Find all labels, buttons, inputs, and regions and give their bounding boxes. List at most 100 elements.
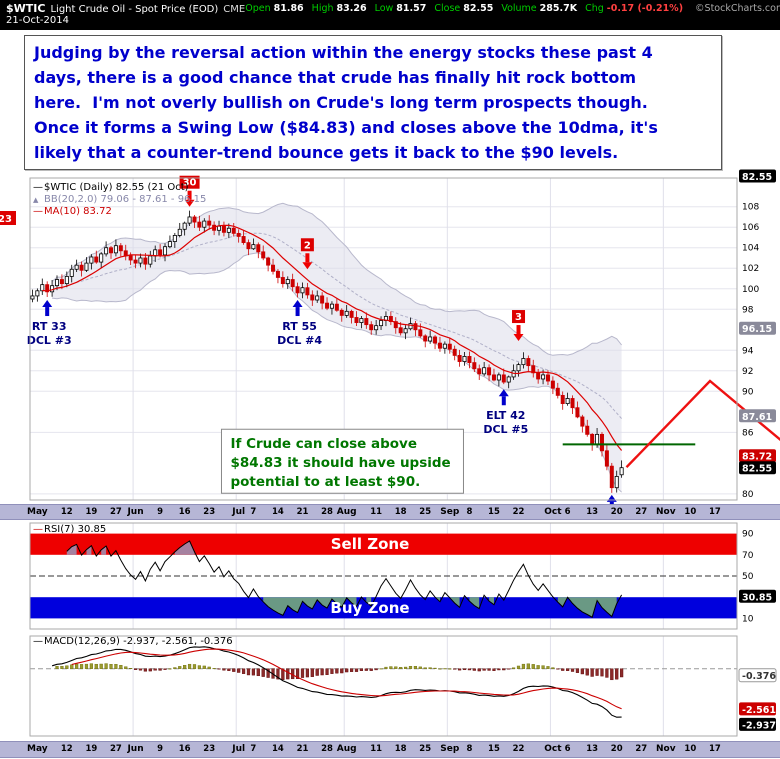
x-axis-label: 15	[488, 744, 500, 754]
macd-legend-text: MACD(12,26,9) -2.937, -2.561, -0.376	[44, 636, 233, 647]
quote-item: Close 82.55	[434, 3, 493, 14]
cycle-label: DCL #4	[277, 334, 322, 347]
cycle-label: DCL #5	[483, 423, 528, 436]
x-axis-label: 23	[203, 507, 216, 517]
legend-icon: ▲	[33, 196, 39, 204]
macd-chart: — MACD(12,26,9) -2.937, -2.561, -0.376 -0.…	[29, 635, 777, 737]
x-axis-label: 12	[60, 507, 73, 517]
x-axis-label: 21	[296, 507, 309, 517]
copyright-label: ©StockCharts.com	[695, 3, 780, 14]
quote-value: 285.7K	[539, 3, 578, 14]
commentary-line: Once it forms a Swing Low ($84.83) and c…	[34, 118, 658, 137]
quote-label: Open	[245, 3, 271, 14]
x-axis-label: 19	[85, 744, 98, 754]
y-axis-price-box: 87.61	[742, 412, 772, 423]
x-axis-label: 15	[488, 507, 500, 517]
header-title-group: $WTIC Light Crude Oil - Spot Price (EOD)…	[6, 2, 245, 15]
sell-zone-band	[30, 533, 737, 555]
y-axis-price-box: 82.55	[742, 464, 772, 475]
quote-item: Low 81.57	[375, 3, 427, 14]
x-axis-label: Jun	[127, 744, 144, 754]
y-tick-label: 98	[742, 305, 754, 315]
header-row-2: 21-Oct-2014	[0, 15, 780, 28]
macd-line	[51, 646, 622, 718]
y-tick-label: 50	[742, 572, 754, 582]
ticker-symbol: $WTIC	[6, 2, 46, 15]
commentary-line: likely that a counter-trend bounce gets …	[34, 143, 619, 162]
x-axis-label: 27	[635, 744, 648, 754]
red-down-arrow-icon	[184, 199, 195, 207]
x-axis-label: 9	[157, 744, 164, 754]
x-axis-label: 7	[250, 744, 257, 754]
header-row-1: $WTIC Light Crude Oil - Spot Price (EOD)…	[0, 0, 780, 15]
x-axis-label: 10	[684, 507, 697, 517]
y-tick-label: 102	[742, 264, 759, 274]
y-axis-price-box: 82.55	[742, 172, 772, 183]
legend-icon: —	[33, 636, 43, 647]
x-axis-label: 16	[178, 507, 191, 517]
commentary-line: days, there is a good chance that crude …	[34, 68, 637, 87]
x-axis-strip-top: May 12 19 27 Jun 9 16 23 Jul 7 14 21 28 Aug 11 18 25 Sep 8…	[0, 504, 780, 520]
x-axis-label: 19	[85, 507, 98, 517]
quote-value: 81.57	[396, 3, 427, 14]
rsi-y-axis: 907050301030.85	[739, 530, 776, 624]
x-axis-label: 28	[321, 744, 333, 754]
x-axis-label: Jul	[232, 744, 246, 754]
y-tick-label: 92	[742, 367, 753, 377]
x-axis-label: 7	[250, 507, 257, 517]
quote-value: 83.26	[336, 3, 367, 14]
x-axis-label: 27	[635, 507, 648, 517]
quote-label: Volume	[501, 3, 537, 14]
quote-summary: Open 81.86 High 83.26 Low 81.57 Close 82.55 Volu…	[245, 3, 683, 14]
x-axis-label: 11	[370, 507, 383, 517]
quote-label: High	[311, 3, 334, 14]
edge-marker-label: 23	[0, 214, 12, 225]
legend-icon: —	[33, 182, 43, 193]
y-tick-label: 104	[742, 244, 759, 254]
x-axis-label: 6	[564, 507, 571, 517]
blue-up-arrow-icon	[292, 300, 303, 308]
quote-label: Close	[434, 3, 461, 14]
macd-histogram	[55, 663, 624, 681]
x-axis-label: 6	[564, 744, 571, 754]
y-tick-label: 108	[742, 203, 759, 213]
x-axis-label: Aug	[336, 507, 357, 517]
x-axis-label: 17	[708, 507, 721, 517]
macd-value-box: -2.937	[742, 720, 776, 731]
x-axis-label: 25	[419, 507, 432, 517]
quote-item: Open 81.86	[245, 3, 303, 14]
y-tick-label: 90	[742, 530, 754, 540]
instrument-name: Light Crude Oil - Spot Price (EOD)	[50, 4, 219, 15]
rsi-legend-text: RSI(7) 30.85	[44, 524, 106, 535]
legend-text: $WTIC (Daily) 82.55 (21 Oct)	[44, 182, 189, 193]
x-axis-label: 10	[684, 744, 697, 754]
price-y-axis: 108 106 104 102 100 98 94 92 90 86 80 82.55 96.15 87.…	[739, 169, 776, 500]
macd-y-axis: -0.376 -2.561 -2.937	[738, 668, 777, 731]
red-marker-label: 2	[304, 240, 311, 251]
x-axis-label: 21	[296, 744, 309, 754]
red-down-arrow-icon	[513, 334, 524, 342]
x-axis-label: 17	[708, 744, 721, 754]
legend-icon: —	[33, 206, 43, 217]
x-axis-label: 27	[109, 744, 122, 754]
x-axis-label: 27	[109, 507, 122, 517]
buy-zone-label: Buy Zone	[330, 599, 409, 617]
x-axis-label: 14	[272, 507, 284, 517]
legend-text: BB(20,2.0) 79.06 - 87.61 - 96.15	[44, 194, 206, 205]
candlesticks	[30, 210, 624, 493]
x-axis-label: 11	[370, 744, 383, 754]
commentary-line: here. I'm not overly bullish on Crude's …	[34, 93, 648, 112]
price-legend: — $WTIC (Daily) 82.55 (21 Oct)▲ BB(20,2.0)…	[33, 182, 206, 217]
x-axis-label: 20	[610, 744, 623, 754]
chart-date: 21-Oct-2014	[6, 15, 69, 26]
x-axis-label: 18	[394, 744, 407, 754]
red-marker-label: 3	[515, 312, 522, 323]
macd-value-box: -2.561	[742, 705, 776, 716]
quote-item: Volume 285.7K	[501, 3, 577, 14]
rsi-line	[66, 540, 623, 618]
x-axis-label: Jul	[232, 507, 246, 517]
quote-value: -0.17 (-0.21%)	[606, 3, 684, 14]
x-axis-label: May	[27, 744, 48, 754]
